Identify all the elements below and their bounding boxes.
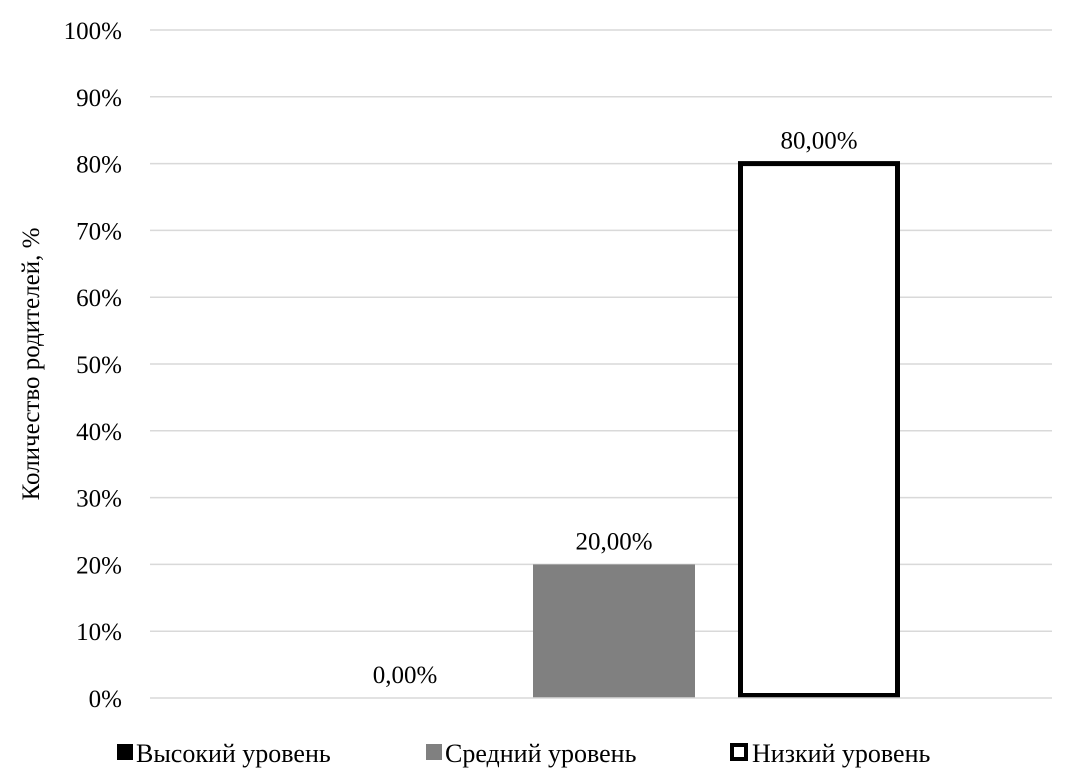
y-tick-label: 100%	[64, 18, 122, 45]
gridlines	[150, 29, 1052, 632]
data-labels: 0,00% 20,00% 80,00%	[373, 128, 858, 689]
y-axis-ticks: 0% 10% 20% 30% 40% 50% 60% 70% 80% 90% 100%	[64, 18, 122, 713]
y-tick-label: 70%	[76, 218, 122, 245]
y-tick-label: 90%	[76, 85, 122, 112]
y-axis-label: Количество родителей, %	[18, 228, 45, 501]
gray-square-icon	[426, 744, 442, 760]
y-tick-label: 10%	[76, 619, 122, 646]
bar-2	[533, 564, 695, 698]
y-tick-label: 50%	[76, 352, 122, 379]
data-label: 20,00%	[575, 528, 652, 555]
y-tick-label: 30%	[76, 486, 122, 513]
y-tick-label: 20%	[76, 552, 122, 579]
black-square-icon	[117, 744, 133, 760]
y-tick-label: 40%	[76, 419, 122, 446]
data-label: 0,00%	[373, 662, 438, 689]
legend-label: Средний уровень	[445, 739, 637, 768]
y-tick-label: 0%	[89, 686, 122, 713]
legend-label: Высокий уровень	[136, 739, 331, 768]
y-tick-label: 60%	[76, 285, 122, 312]
y-tick-label: 80%	[76, 152, 122, 179]
bar-3	[738, 161, 900, 699]
data-label: 80,00%	[780, 128, 857, 155]
bars	[533, 161, 900, 699]
outlined-square-icon	[730, 743, 748, 761]
legend: Высокий уровень Средний уровень Низкий уро…	[117, 739, 930, 768]
legend-label: Низкий уровень	[752, 739, 930, 768]
